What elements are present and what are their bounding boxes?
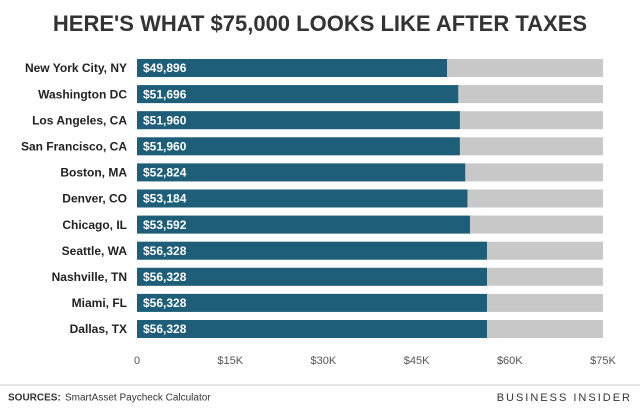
y-tick-label: Washington DC (38, 87, 127, 101)
value-label: $56,328 (143, 244, 187, 258)
value-label: $53,184 (143, 192, 187, 206)
y-tick-label: Chicago, IL (62, 218, 127, 232)
y-tick-label: Denver, CO (62, 192, 127, 206)
bar (137, 241, 487, 260)
brand: BUSINESS INSIDER (497, 392, 632, 404)
y-tick-label: Dallas, TX (70, 322, 127, 336)
bar (137, 85, 459, 104)
source: SmartAsset Paycheck Calculator (65, 393, 211, 404)
chart-title: HERE'S WHAT $75,000 LOOKS LIKE AFTER TAX… (53, 11, 587, 36)
x-tick-label: $60K (497, 355, 523, 367)
x-tick-label: $75K (590, 355, 616, 367)
bar (137, 189, 468, 208)
bar (137, 215, 470, 234)
value-label: $51,960 (143, 113, 187, 127)
x-tick-label: $15K (217, 355, 243, 367)
bar (137, 267, 487, 286)
value-label: $53,592 (143, 218, 187, 232)
value-label: $56,328 (143, 270, 187, 284)
value-label: $56,328 (143, 322, 187, 336)
y-tick-label: San Francisco, CA (21, 139, 127, 153)
x-tick-label: $30K (311, 355, 337, 367)
x-tick-label: $45K (404, 355, 430, 367)
x-tick-label: 0 (134, 355, 140, 367)
value-label: $51,696 (143, 87, 187, 101)
bar (137, 320, 487, 338)
y-tick-label: Miami, FL (72, 296, 127, 310)
bar (137, 137, 460, 156)
y-tick-label: New York City, NY (25, 61, 127, 75)
y-tick-label: Nashville, TN (52, 270, 127, 284)
value-label: $51,960 (143, 139, 187, 153)
bar (137, 59, 448, 77)
y-tick-label: Seattle, WA (62, 244, 128, 258)
value-label: $49,896 (143, 61, 187, 75)
bar (137, 163, 466, 182)
value-label: $52,824 (143, 166, 187, 180)
bar (137, 111, 460, 130)
y-tick-label: Boston, MA (60, 166, 127, 180)
bar (137, 293, 487, 312)
value-label: $56,328 (143, 296, 187, 310)
source-label: SOURCES: (8, 393, 61, 404)
y-tick-label: Los Angeles, CA (32, 113, 127, 127)
